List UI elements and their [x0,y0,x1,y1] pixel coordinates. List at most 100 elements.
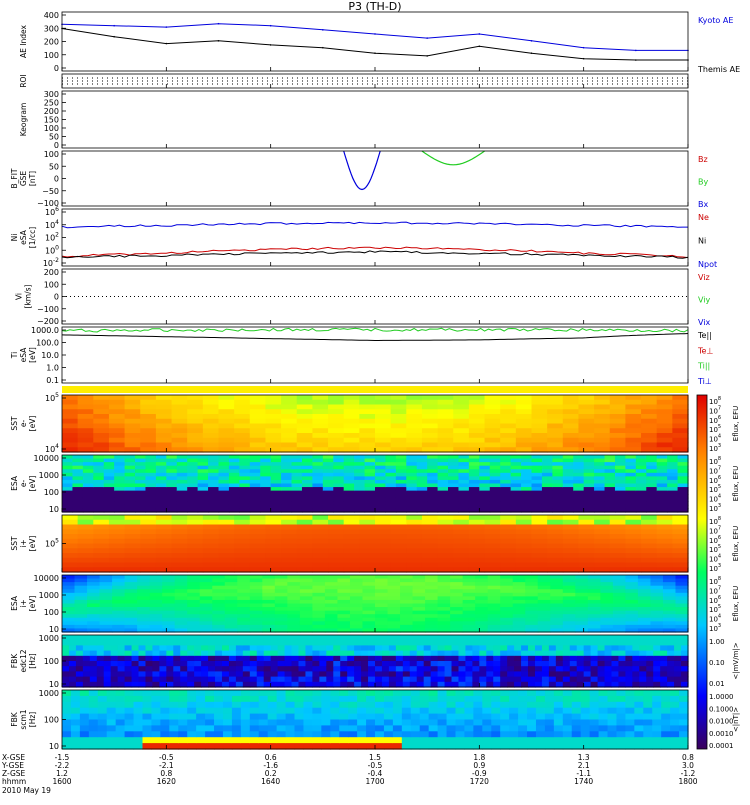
esa_i-ylabel: ESA [10,595,19,611]
ae-ytick-label: 300 [44,24,59,33]
ni-ytick-label: 100 [45,244,59,255]
ti-ytick-label: 1000.0 [31,326,59,335]
bfit-series-bx [343,150,381,191]
colorbar-label: Eflux, EFU [732,466,740,501]
colorbar-tick: 103 [709,503,721,513]
colorbar-label: Eflux, EFU [732,406,740,441]
sst_i-ylabel: i+ [19,539,28,547]
esa_i-ylabel: i+ [19,599,28,607]
esa_i-ytick-label: 10000 [34,574,59,583]
time-axis-z-value: -0.4 [368,769,383,778]
time-axis-y-value: -1.6 [263,761,278,770]
ti-ylabel: Ti [10,352,19,359]
ae-ytick-label: 100 [44,51,59,60]
ni-frame [61,208,689,267]
ae-data-point [530,40,533,42]
esa_e-heatmap [62,455,689,513]
colorbar-tick: 104 [709,554,721,564]
ni-ytick-label: 10-2 [43,257,59,268]
roi-ylabel: ROI [19,74,28,87]
sst_e-ytick-label: 105 [45,392,59,403]
ni-ylabel: eSA [19,229,28,245]
fbk_e-ytick-label: 100 [44,657,59,666]
fbk_b-ylabel: FBK [10,711,19,726]
bfit-ylabel: [nT] [28,171,37,186]
esa_e-ytick-label: 10 [49,505,59,514]
ti-ylabel: [eV] [28,347,37,363]
time-axis-row-label: Z-GSE [2,769,26,778]
ae-data-point [269,24,272,27]
sst_i-ylabel: [eV] [28,536,37,552]
time-axis-z-value: -0.9 [472,769,487,778]
ae-data-point [113,35,115,38]
fbk_e-ylabel: FBK [10,653,19,668]
sst_e-ylabel: [eV] [28,416,37,432]
colorbar-tick: 0.01 [709,680,725,688]
ae-data-point [426,37,428,39]
bfit-ytick-label: 0 [54,175,59,184]
ae-series-kyoto-ae [61,23,688,51]
colorbar-tick: 106 [709,475,721,485]
ti-series-te-par [61,333,689,341]
colorbar-tick: 105 [709,604,721,614]
colorbar-tick: 106 [709,535,721,545]
esa_i-ytick-label: 100 [44,608,59,617]
ni-legend-entry: Npot [698,260,717,269]
fbk_b-ylabel: scm1 [19,709,28,729]
colorbar-tick: 103 [709,623,721,633]
colorbar-tick: 1.00 [709,638,725,646]
vi-ylabel: [km/s] [24,284,33,308]
ni-ytick-label: 104 [45,219,59,230]
keogram-ytick-label: 200 [44,107,59,116]
time-axis-x-value: 1.3 [578,753,590,762]
keogram-frame [61,90,689,149]
ae-legend-entry: Kyoto AE [698,16,733,25]
vi-ytick-label: 200 [44,268,59,277]
sst_e-ytick-label: 104 [45,443,59,454]
sst_i-ylabel: SST [10,536,19,551]
ti-ylabel: eSA [19,347,28,363]
colorbar-tick: 0.0010 [709,730,734,738]
colorbar-label: <|nT|> [732,707,740,732]
keogram-ytick-label: 150 [44,116,59,125]
ae-data-point [635,59,637,61]
bfit-ytick-label: −100 [37,199,59,208]
keogram-ytick-label: 300 [44,90,59,99]
colorbar-tick: 104 [709,614,721,624]
time-axis-y-value: 2.1 [578,761,590,770]
esa_e-ytick-label: 100 [44,488,59,497]
vi-ytick-label: 0 [54,293,59,302]
bfit-ylabel: GSE [19,171,28,187]
sst_e-ylabel: e- [19,420,28,428]
fbk_e-ytick-label: 10 [49,680,59,689]
ae-data-point [582,57,585,60]
fbk_b-ylabel: [Hz] [28,712,37,728]
vi-legend-entry: Viy [698,296,711,305]
ae-data-point [426,55,428,57]
vi-ytick-label: −100 [37,305,59,314]
esa_e-ytick-label: 1000 [39,471,59,480]
colorbar-tick: 104 [709,494,721,504]
time-axis-z-value: -1.1 [576,769,591,778]
vi-legend-entry: Viz [698,273,710,282]
vi-ylabel: Vi [15,293,24,300]
esa_e-ylabel: [eV] [28,476,37,492]
ni-ytick-label: 102 [45,232,59,243]
colorbar-tick: 1.0000 [709,693,734,701]
time-axis-z-value: -1.2 [681,769,696,778]
time-axis-z-value: 1.2 [56,769,68,778]
ni-series-ni [61,250,689,259]
ti-ytick-label: 10.0 [41,351,59,360]
ae-ytick-label: 0 [54,64,59,73]
ae-ylabel: AE Index [19,24,28,57]
time-axis-x-value: 0.8 [682,753,694,762]
fbk_e-heatmap [62,635,689,688]
esa_i-ytick-label: 1000 [39,591,59,600]
fbk_b-heatmap [62,690,689,750]
ae-data-point [478,45,481,48]
esa_e-ylabel: ESA [10,475,19,491]
ni-series-npot [61,221,688,229]
time-axis-hhmm-value: 1740 [574,777,593,786]
